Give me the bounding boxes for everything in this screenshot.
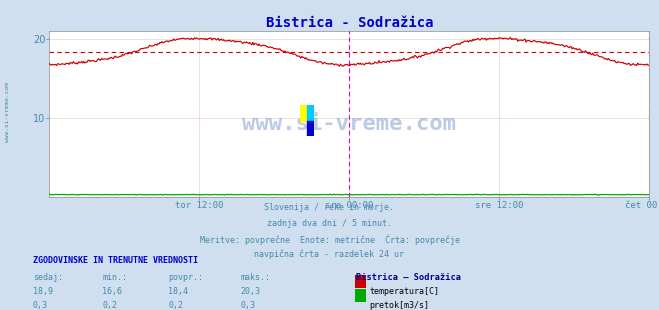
Text: Slovenija / reke in morje.: Slovenija / reke in morje. [264,203,395,212]
Text: www.si-vreme.com: www.si-vreme.com [5,82,11,142]
Text: 0,2: 0,2 [102,301,117,310]
Text: povpr.:: povpr.: [168,273,203,282]
Text: 18,9: 18,9 [33,287,53,296]
Text: pretok[m3/s]: pretok[m3/s] [370,301,430,310]
Text: www.si-vreme.com: www.si-vreme.com [243,114,456,134]
Text: Meritve: povprečne  Enote: metrične  Črta: povprečje: Meritve: povprečne Enote: metrične Črta:… [200,234,459,245]
Text: maks.:: maks.: [241,273,271,282]
Text: ZGODOVINSKE IN TRENUTNE VREDNOSTI: ZGODOVINSKE IN TRENUTNE VREDNOSTI [33,256,198,265]
Text: Bistrica – Sodražica: Bistrica – Sodražica [356,273,461,282]
Text: 16,6: 16,6 [102,287,122,296]
Bar [307,105,314,121]
Bar [307,121,314,136]
Text: sedaj:: sedaj: [33,273,63,282]
Bar [300,105,307,121]
Text: 18,4: 18,4 [168,287,188,296]
Text: 0,3: 0,3 [33,301,48,310]
Text: temperatura[C]: temperatura[C] [370,287,440,296]
Text: 0,2: 0,2 [168,301,183,310]
Text: zadnja dva dni / 5 minut.: zadnja dva dni / 5 minut. [267,219,392,228]
Title: Bistrica - Sodražica: Bistrica - Sodražica [266,16,433,30]
Text: 0,3: 0,3 [241,301,256,310]
Text: 20,3: 20,3 [241,287,260,296]
Text: min.:: min.: [102,273,127,282]
Text: navpična črta - razdelek 24 ur: navpična črta - razdelek 24 ur [254,250,405,259]
